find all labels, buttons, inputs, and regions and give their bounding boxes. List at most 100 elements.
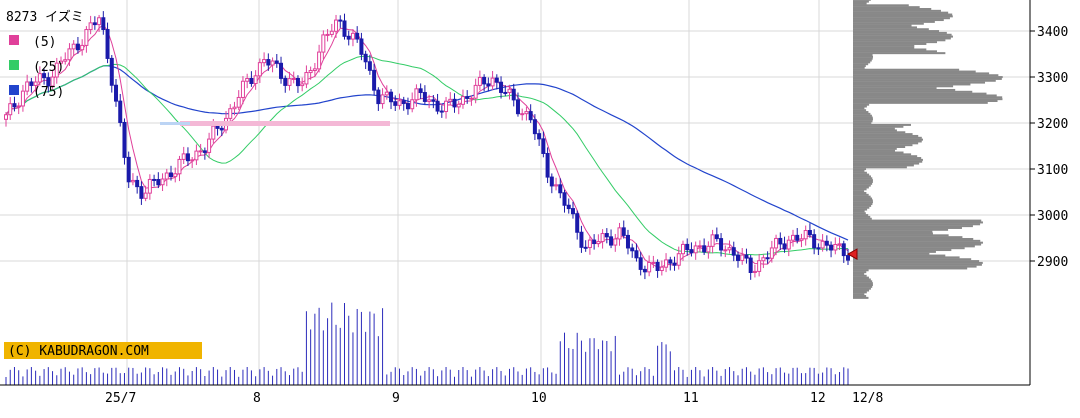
profile-bar bbox=[853, 149, 896, 152]
candle-body bbox=[211, 125, 216, 140]
y-tick-label: 3400 bbox=[1037, 25, 1068, 40]
profile-bar bbox=[853, 74, 999, 77]
candle-body bbox=[4, 114, 8, 120]
candle-body bbox=[334, 19, 339, 32]
candle-body bbox=[651, 261, 656, 264]
candle-body bbox=[795, 234, 800, 241]
candle-body bbox=[655, 261, 660, 271]
candle-body bbox=[592, 239, 597, 245]
profile-bar bbox=[853, 0, 871, 1]
profile-bar bbox=[853, 90, 973, 93]
legend-label-25: (25) bbox=[33, 60, 64, 75]
candle-body bbox=[109, 57, 114, 86]
ma75-path bbox=[5, 64, 849, 241]
profile-bar bbox=[853, 22, 924, 25]
profile-bar bbox=[853, 169, 865, 172]
candle-body bbox=[566, 204, 571, 210]
profile-bar bbox=[853, 52, 946, 55]
candle-body bbox=[532, 119, 537, 135]
candle-body bbox=[245, 78, 250, 82]
candle-body bbox=[304, 72, 309, 85]
y-tick-label: 3200 bbox=[1037, 117, 1068, 132]
profile-bar bbox=[853, 228, 949, 231]
candle-body bbox=[173, 173, 178, 178]
ma5-line bbox=[5, 24, 849, 268]
profile-bar bbox=[853, 287, 871, 290]
candle-body bbox=[774, 237, 779, 249]
profile-bar bbox=[853, 134, 919, 137]
candle-body bbox=[587, 239, 592, 249]
profile-bar bbox=[853, 160, 923, 163]
profile-bar bbox=[853, 112, 871, 115]
candle-body bbox=[837, 243, 842, 246]
candle-body bbox=[215, 125, 220, 129]
candle-body bbox=[338, 19, 343, 22]
candle-body bbox=[135, 179, 140, 188]
profile-bar bbox=[853, 138, 923, 141]
profile-bar bbox=[853, 269, 869, 272]
candle-body bbox=[122, 121, 127, 158]
profile-bar bbox=[853, 79, 996, 82]
candle-body bbox=[761, 257, 766, 262]
profile-bar bbox=[853, 238, 974, 240]
candle-body bbox=[452, 98, 457, 108]
candle-body bbox=[414, 88, 419, 101]
profile-bar bbox=[853, 223, 981, 226]
profile-bar bbox=[853, 260, 980, 263]
candle-body bbox=[630, 247, 635, 252]
profile-bar bbox=[853, 157, 922, 160]
profile-bar bbox=[853, 66, 865, 69]
profile-bar bbox=[853, 272, 865, 275]
candle-body bbox=[723, 249, 728, 252]
candle-body bbox=[782, 243, 787, 250]
legend-swatch-75 bbox=[9, 85, 19, 95]
profile-bar bbox=[853, 225, 973, 228]
x-tick-label: 10 bbox=[531, 391, 547, 406]
profile-bar bbox=[853, 179, 873, 182]
candle-body bbox=[54, 62, 59, 78]
profile-bar bbox=[853, 68, 960, 71]
candle-body bbox=[355, 32, 360, 40]
legend-swatch-5 bbox=[9, 35, 19, 45]
candle-body bbox=[769, 247, 774, 259]
candle-body bbox=[92, 22, 97, 26]
profile-bar bbox=[853, 289, 870, 292]
profile-bar bbox=[853, 114, 872, 117]
profile-bar bbox=[853, 158, 923, 161]
candle-body bbox=[88, 22, 93, 31]
profile-bar bbox=[853, 285, 873, 288]
candle-body bbox=[833, 243, 838, 251]
candle-body bbox=[638, 257, 643, 270]
profile-bar bbox=[853, 177, 873, 180]
profile-bar bbox=[853, 210, 865, 213]
candle-body bbox=[401, 100, 406, 105]
profile-bar bbox=[853, 250, 936, 253]
candle-body bbox=[702, 245, 707, 253]
candle-body bbox=[537, 133, 542, 140]
profile-bar bbox=[853, 96, 1003, 99]
candle-body bbox=[384, 91, 389, 96]
y-tick-label: 2900 bbox=[1037, 255, 1068, 270]
profile-bar bbox=[853, 13, 953, 16]
candle-body bbox=[367, 61, 372, 71]
profile-bar bbox=[853, 280, 873, 283]
y-tick-label: 3000 bbox=[1037, 209, 1068, 224]
profile-bar bbox=[853, 182, 873, 185]
candle-body bbox=[824, 240, 829, 246]
profile-bar bbox=[853, 26, 917, 29]
profile-bar bbox=[853, 44, 915, 47]
profile-bar bbox=[853, 171, 867, 174]
profile-bar bbox=[853, 190, 865, 193]
candle-body bbox=[820, 240, 825, 249]
candle-body bbox=[697, 245, 702, 248]
candle-body bbox=[575, 213, 580, 233]
candle-body bbox=[841, 243, 846, 257]
profile-bar bbox=[853, 122, 872, 125]
profile-bar bbox=[853, 123, 911, 126]
profile-bar bbox=[853, 125, 904, 128]
profile-bar bbox=[853, 295, 867, 298]
candle-body bbox=[16, 105, 21, 108]
profile-bar bbox=[853, 274, 867, 277]
profile-bar bbox=[853, 199, 873, 202]
